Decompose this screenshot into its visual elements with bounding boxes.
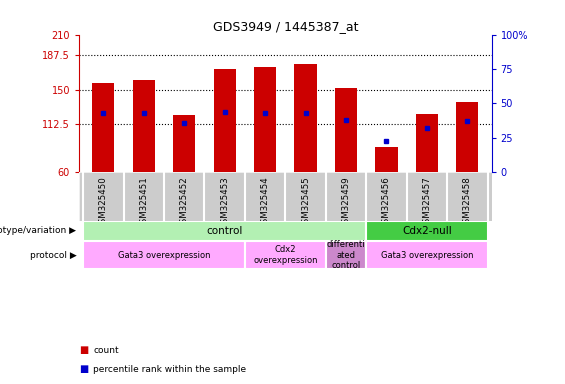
Text: ■: ■ — [79, 364, 88, 374]
Bar — [366, 241, 488, 269]
Bar — [83, 220, 366, 241]
Text: percentile rank within the sample: percentile rank within the sample — [93, 366, 246, 374]
Text: Cdx2
overexpression: Cdx2 overexpression — [253, 245, 318, 265]
Bar — [366, 220, 488, 241]
Text: genotype/variation ▶: genotype/variation ▶ — [0, 227, 76, 235]
Text: GSM325457: GSM325457 — [423, 176, 431, 229]
Text: GSM325454: GSM325454 — [260, 176, 270, 229]
Text: GSM325459: GSM325459 — [341, 176, 350, 229]
Bar — [375, 147, 398, 172]
Bar — [245, 241, 326, 269]
Bar — [173, 116, 195, 172]
Text: GSM325455: GSM325455 — [301, 176, 310, 229]
Bar — [294, 64, 316, 172]
Bar — [416, 114, 438, 172]
Text: Gata3 overexpression: Gata3 overexpression — [381, 250, 473, 260]
Text: GSM325450: GSM325450 — [99, 176, 108, 229]
Title: GDS3949 / 1445387_at: GDS3949 / 1445387_at — [212, 20, 358, 33]
Text: control: control — [206, 226, 243, 236]
Text: differenti
ated
control: differenti ated control — [327, 240, 366, 270]
Text: ■: ■ — [79, 345, 88, 355]
Bar — [133, 81, 155, 172]
Text: GSM325452: GSM325452 — [180, 176, 189, 229]
Bar — [214, 70, 236, 172]
Text: GSM325451: GSM325451 — [140, 176, 148, 229]
Text: GSM325456: GSM325456 — [382, 176, 391, 229]
Text: Cdx2-null: Cdx2-null — [402, 226, 452, 236]
Text: GSM325453: GSM325453 — [220, 176, 229, 229]
Text: GSM325458: GSM325458 — [463, 176, 472, 229]
Bar — [335, 88, 357, 172]
Text: count: count — [93, 346, 119, 355]
Bar — [83, 241, 245, 269]
Text: protocol ▶: protocol ▶ — [29, 250, 76, 260]
Bar — [92, 83, 115, 172]
Bar — [326, 241, 366, 269]
Text: Gata3 overexpression: Gata3 overexpression — [118, 250, 210, 260]
Bar — [456, 102, 479, 172]
Bar — [254, 67, 276, 172]
